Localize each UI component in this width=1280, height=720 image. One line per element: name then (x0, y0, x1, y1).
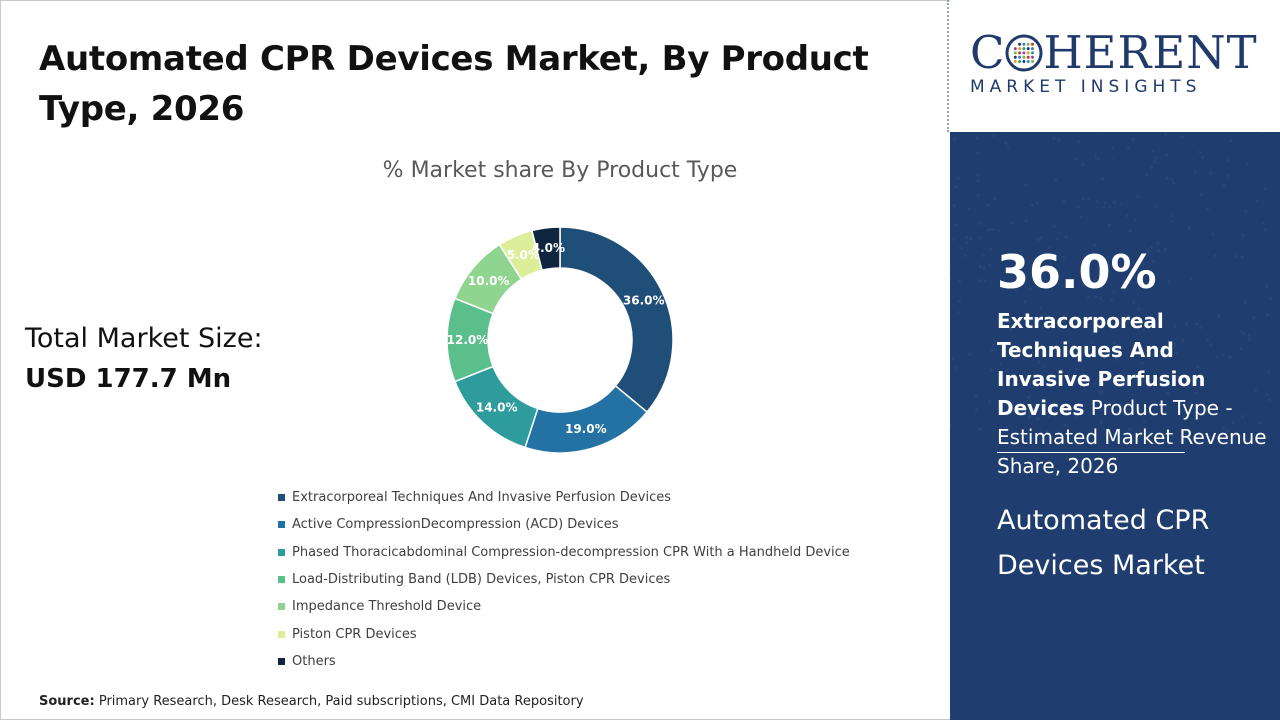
highlight-rule (997, 452, 1185, 453)
legend-label: Impedance Threshold Device (292, 599, 482, 615)
donut-label-4: 12.0% (447, 333, 489, 347)
donut-slice-7 (530, 226, 561, 272)
legend-label: Others (292, 653, 336, 669)
brand-subtitle: MARKET INSIGHTS (970, 77, 1202, 97)
legend-swatch (278, 548, 285, 556)
legend-swatch (278, 657, 285, 665)
donut-chart: 36.0% 19.0% 14.0% 12.0% 10.0% 5.0%4.0% (446, 226, 674, 454)
market-name: Automated CPR Devices Market (997, 505, 1210, 581)
legend-swatch (278, 603, 285, 611)
legend-swatch (278, 494, 285, 502)
legend-swatch (278, 576, 285, 584)
brand-logo: C HERENT (970, 28, 1258, 78)
globe-dots-icon (1005, 34, 1043, 72)
legend-label: Phased Thoracicabdominal Compression-dec… (292, 544, 850, 560)
highlight-value: 36.0% (997, 245, 1157, 299)
legend-item-6: Piston CPR Devices (278, 620, 850, 647)
legend-item-5: Impedance Threshold Device (278, 593, 850, 620)
legend-item-2: Active CompressionDecompression (ACD) De… (278, 511, 850, 538)
legend-item-4: Load-Distributing Band (LDB) Devices, Pi… (278, 566, 850, 593)
highlight-panel: 36.0% Extracorporeal Techniques And Inva… (950, 132, 1280, 720)
page-title: Automated CPR Devices Market, By Product… (39, 39, 869, 129)
donut-label-7: 4.0% (532, 241, 565, 255)
donut-label-6: 5.0% (507, 248, 540, 262)
brand-word-end: HERENT (1043, 26, 1258, 79)
legend-label: Extracorporeal Techniques And Invasive P… (292, 490, 672, 506)
legend-item-7: Others (278, 648, 850, 675)
legend-item-1: Extracorporeal Techniques And Invasive P… (278, 484, 850, 511)
legend-label: Load-Distributing Band (LDB) Devices, Pi… (292, 572, 671, 588)
divider (947, 0, 949, 132)
source-note: Source: Primary Research, Desk Research,… (39, 694, 584, 709)
highlight-segment-name: Extracorporeal Techniques And Invasive P… (997, 309, 1206, 420)
legend-swatch (278, 521, 285, 529)
legend-item-3: Phased Thoracicabdominal Compression-dec… (278, 539, 850, 566)
legend-swatch (278, 630, 285, 638)
total-market-size-label: Total Market Size: (25, 323, 263, 354)
source-text: Primary Research, Desk Research, Paid su… (98, 694, 584, 709)
logo-area (950, 0, 1280, 132)
total-market-size-value: USD 177.7 Mn (25, 364, 232, 394)
donut-slice-2 (524, 384, 649, 454)
donut-label-3: 14.0% (476, 400, 518, 414)
chart-legend: Extracorporeal Techniques And Invasive P… (278, 484, 850, 675)
highlight-description-rest: Product Type - Estimated Market Revenue … (997, 396, 1267, 478)
legend-label: Piston CPR Devices (292, 626, 417, 642)
highlight-description: Extracorporeal Techniques And Invasive P… (997, 307, 1267, 481)
source-label: Source: (39, 694, 95, 709)
world-map-background (950, 132, 1273, 433)
donut-slice-1 (559, 226, 674, 414)
donut-label-2: 19.0% (565, 422, 607, 436)
donut-label-1: 36.0% (623, 294, 665, 308)
legend-label: Active CompressionDecompression (ACD) De… (292, 517, 619, 533)
chart-title: % Market share By Product Type (382, 158, 738, 183)
donut-label-5: 10.0% (468, 274, 510, 288)
brand-word-start: C (970, 26, 1006, 79)
